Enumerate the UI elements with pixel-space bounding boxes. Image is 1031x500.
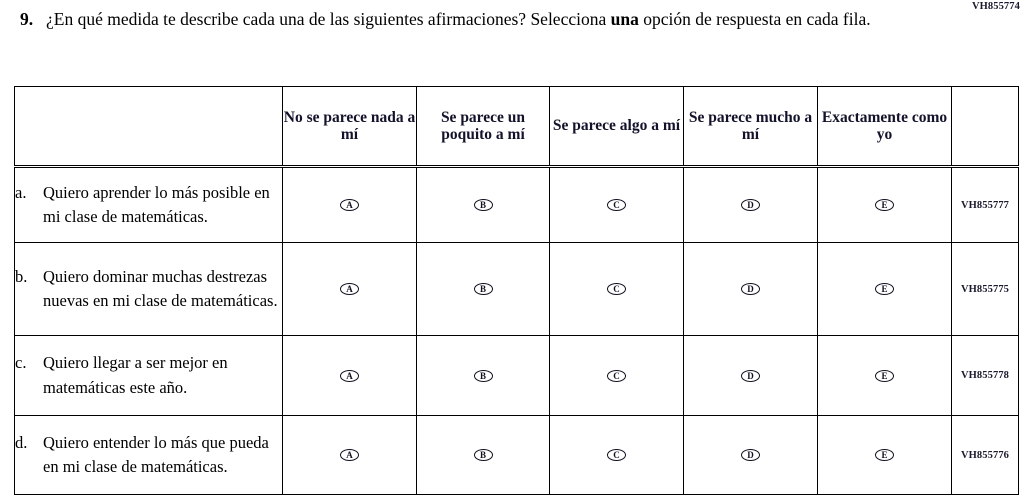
table-row: c. Quiero llegar a ser mejor en matemáti… — [14, 335, 1019, 416]
option-bubble-b[interactable]: B — [473, 283, 493, 296]
bubble-cell-d-5[interactable]: E — [817, 415, 952, 495]
option-bubble-d[interactable]: D — [741, 199, 760, 212]
row-code-d: VH855776 — [951, 415, 1019, 495]
statement-letter-a: a. — [15, 182, 27, 202]
header-cell-option-4: Se parece mucho a mí — [683, 86, 818, 168]
option-bubble-b[interactable]: B — [473, 449, 493, 462]
bubble-cell-b-3[interactable]: C — [549, 242, 684, 336]
option-bubble-c[interactable]: C — [607, 199, 626, 212]
bubble-cell-d-1[interactable]: A — [282, 415, 417, 495]
question-text-part-1: ¿En qué medida te describe cada una de l… — [46, 9, 611, 29]
option-bubble-d[interactable]: D — [741, 369, 760, 382]
header-cell-code — [951, 86, 1019, 168]
option-bubble-b[interactable]: B — [473, 199, 493, 212]
question-text-emphasis: una — [610, 9, 639, 29]
statement-letter-d: d. — [15, 432, 28, 452]
bubble-cell-b-2[interactable]: B — [416, 242, 550, 336]
option-bubble-c[interactable]: C — [607, 369, 626, 382]
statement-letter-b: b. — [15, 266, 28, 286]
bubble-cell-a-2[interactable]: B — [416, 166, 550, 243]
question-text: ¿En qué medida te describe cada una de l… — [46, 7, 896, 31]
bubble-cell-c-4[interactable]: D — [683, 335, 818, 416]
bubble-cell-a-4[interactable]: D — [683, 166, 818, 243]
bubble-cell-a-3[interactable]: C — [549, 166, 684, 243]
question-prompt: 9. ¿En qué medida te describe cada una d… — [20, 7, 920, 31]
option-bubble-d[interactable]: D — [741, 283, 760, 296]
bubble-cell-d-4[interactable]: D — [683, 415, 818, 495]
statement-cell-d: d. Quiero entender lo más que pueda en m… — [14, 415, 283, 495]
row-code-a: VH855777 — [951, 166, 1019, 243]
option-bubble-e[interactable]: E — [875, 369, 894, 382]
option-bubble-b[interactable]: B — [473, 369, 493, 382]
statement-letter-c: c. — [15, 353, 27, 372]
header-cell-option-5: Exactamente como yo — [817, 86, 952, 168]
statement-cell-c: c. Quiero llegar a ser mejor en matemáti… — [14, 335, 283, 416]
option-bubble-a[interactable]: A — [340, 283, 359, 296]
bubble-cell-d-2[interactable]: B — [416, 415, 550, 495]
statement-cell-a: a. Quiero aprender lo más posible en mi … — [14, 166, 283, 243]
header-cell-stem — [14, 86, 283, 168]
option-bubble-c[interactable]: C — [607, 449, 626, 462]
page-item-code: VH855774 — [971, 1, 1020, 12]
bubble-cell-b-4[interactable]: D — [683, 242, 818, 336]
option-bubble-d[interactable]: D — [741, 449, 760, 462]
header-cell-option-1: No se parece nada a mí — [282, 86, 417, 168]
statement-text-c: Quiero llegar a ser mejor en matemáticas… — [43, 353, 228, 397]
bubble-cell-c-3[interactable]: C — [549, 335, 684, 416]
header-cell-option-3: Se parece algo a mí — [549, 86, 684, 168]
option-bubble-e[interactable]: E — [875, 449, 894, 462]
option-bubble-e[interactable]: E — [875, 283, 894, 296]
row-code-c: VH855778 — [951, 335, 1019, 416]
table-row: d. Quiero entender lo más que pueda en m… — [14, 415, 1019, 495]
row-code-b: VH855775 — [951, 242, 1019, 336]
table-row: b. Quiero dominar muchas destrezas nueva… — [14, 242, 1019, 336]
bubble-cell-c-1[interactable]: A — [282, 335, 417, 416]
bubble-cell-c-5[interactable]: E — [817, 335, 952, 416]
question-number: 9. — [20, 9, 34, 29]
header-cell-option-2: Se parece un poquito a mí — [416, 86, 550, 168]
option-bubble-a[interactable]: A — [340, 449, 359, 462]
bubble-cell-d-3[interactable]: C — [549, 415, 684, 495]
bubble-cell-b-5[interactable]: E — [817, 242, 952, 336]
option-bubble-e[interactable]: E — [875, 199, 894, 212]
statement-text-a: Quiero aprender lo más posible en mi cla… — [43, 182, 270, 227]
statement-text-b: Quiero dominar muchas destrezas nuevas e… — [43, 266, 278, 311]
question-text-part-2: opción de respuesta en cada fila. — [638, 9, 871, 29]
bubble-cell-c-2[interactable]: B — [416, 335, 550, 416]
bubble-cell-a-5[interactable]: E — [817, 166, 952, 243]
table-row: a. Quiero aprender lo más posible en mi … — [14, 166, 1019, 243]
statement-cell-b: b. Quiero dominar muchas destrezas nueva… — [14, 242, 283, 336]
option-bubble-a[interactable]: A — [340, 369, 359, 382]
matrix-header-row: No se parece nada a mí Se parece un poqu… — [14, 86, 1019, 168]
statement-text-d: Quiero entender lo más que pueda en mi c… — [43, 432, 269, 477]
option-bubble-c[interactable]: C — [607, 283, 626, 296]
option-bubble-a[interactable]: A — [340, 199, 359, 212]
bubble-cell-a-1[interactable]: A — [282, 166, 417, 243]
bubble-cell-b-1[interactable]: A — [282, 242, 417, 336]
response-matrix-table: No se parece nada a mí Se parece un poqu… — [14, 86, 1019, 495]
